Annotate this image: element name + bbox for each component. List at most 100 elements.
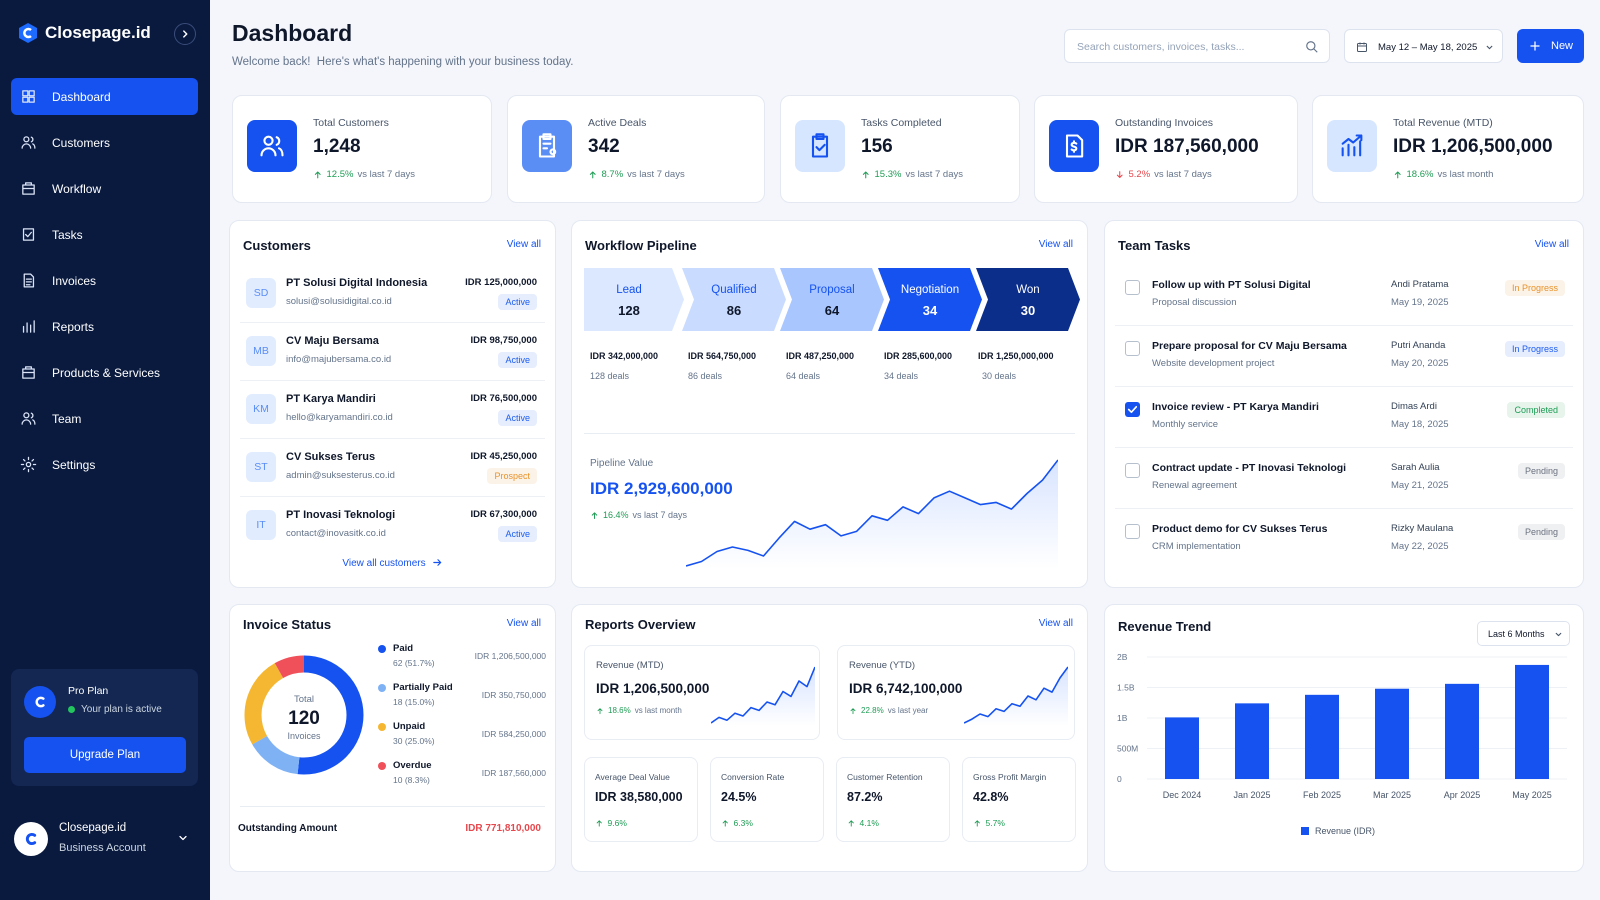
stage-name: Lead — [616, 284, 642, 296]
legend-name: Unpaid — [393, 721, 426, 732]
customer-amount: IDR 67,300,000 — [470, 509, 537, 520]
date-range-picker[interactable]: May 12 – May 18, 2025 — [1344, 29, 1503, 63]
customer-row[interactable]: ST CV Sukses Terus admin@suksesterus.co.id… — [240, 439, 545, 497]
date-range: May 12 – May 18, 2025 — [1378, 42, 1478, 53]
customer-name: CV Maju Bersama — [286, 335, 379, 347]
task-date: May 20, 2025 — [1391, 358, 1449, 369]
legend-dot — [378, 645, 386, 653]
stage-value: IDR 285,600,000 — [884, 351, 953, 361]
report-value: IDR 6,742,100,000 — [849, 681, 963, 696]
metric-value: 42.8% — [973, 790, 1009, 804]
view-all-link[interactable]: View all — [506, 239, 541, 250]
collapse-button[interactable] — [174, 23, 196, 45]
customer-amount: IDR 76,500,000 — [470, 393, 537, 404]
nav-item[interactable]: Workflow — [11, 170, 198, 207]
kpi-card: Outstanding Invoices IDR 187,560,000 5.2% v… — [1034, 95, 1298, 203]
plan-name: Pro Plan — [68, 685, 109, 697]
view-all-link[interactable]: View all — [506, 618, 541, 629]
x-tick-label: Apr 2025 — [1444, 790, 1481, 800]
task-row[interactable]: Product demo for CV Sukses Terus CRM impl… — [1115, 509, 1573, 570]
legend-name: Overdue — [393, 760, 432, 771]
stage-deals: 64 deals — [786, 371, 821, 381]
stage-name: Won — [1016, 284, 1040, 296]
customer-email: admin@suksesterus.co.id — [286, 470, 395, 481]
status-badge: Active — [498, 294, 537, 310]
search-box[interactable]: Search customers, invoices, tasks... — [1064, 29, 1330, 63]
brand-logo — [19, 23, 37, 43]
task-checkbox[interactable] — [1125, 524, 1140, 539]
pipeline-stage[interactable]: Proposal 64 — [780, 268, 884, 331]
nav-item[interactable]: Tasks — [11, 216, 198, 253]
task-checkbox[interactable] — [1125, 402, 1140, 417]
change-value: 15.3% — [874, 169, 902, 180]
view-all-customers[interactable]: View all customers — [230, 557, 555, 569]
kpi-card: Total Revenue (MTD) IDR 1,206,500,000 18.6… — [1312, 95, 1584, 203]
task-row[interactable]: Follow up with PT Solusi Digital Proposal… — [1115, 265, 1573, 326]
icon-shape — [22, 366, 35, 379]
icon — [1127, 405, 1138, 414]
metric-label: Average Deal Value — [595, 772, 670, 782]
bar — [1445, 683, 1479, 779]
icon-shape — [589, 171, 596, 179]
pipeline-stage[interactable]: Negotiation 34 — [878, 268, 982, 331]
x-tick-label: Jan 2025 — [1233, 790, 1270, 800]
icon-shape — [591, 511, 598, 519]
view-all-link[interactable]: View all — [1534, 239, 1569, 250]
legend-label: Revenue (IDR) — [1315, 826, 1375, 836]
pipeline-stage[interactable]: Won 30 — [976, 268, 1080, 331]
nav-item[interactable]: Dashboard — [11, 78, 198, 115]
account-switcher[interactable]: Closepage.id Business Account — [14, 818, 198, 862]
view-all-link[interactable]: View all — [1038, 618, 1073, 629]
report-card: Revenue (YTD) IDR 6,742,100,000 22.8% vs la… — [837, 645, 1075, 740]
metric-card: Gross Profit Margin 42.8% 5.7% — [962, 757, 1076, 842]
task-row[interactable]: Contract update - PT Inovasi Teknologi Re… — [1115, 448, 1573, 509]
nav-label: Tasks — [52, 228, 83, 242]
nav-item[interactable]: Team — [11, 400, 198, 437]
x-tick-label: Dec 2024 — [1163, 790, 1202, 800]
customer-row[interactable]: SD PT Solusi Digital Indonesia solusi@solu… — [240, 265, 545, 323]
divider — [584, 433, 1075, 434]
pipeline-stage[interactable]: Lead 128 — [584, 268, 684, 331]
task-date: May 18, 2025 — [1391, 419, 1449, 430]
nav-item[interactable]: Reports — [11, 308, 198, 345]
task-row[interactable]: Prepare proposal for CV Maju Bersama Webs… — [1115, 326, 1573, 387]
task-row[interactable]: Invoice review - PT Karya Mandiri Monthly… — [1115, 387, 1573, 448]
customer-amount: IDR 45,250,000 — [470, 451, 537, 462]
task-title: Prepare proposal for CV Maju Bersama — [1152, 340, 1347, 352]
account-logo — [14, 822, 48, 856]
nav-item[interactable]: Products & Services — [11, 354, 198, 391]
icon — [1394, 171, 1401, 179]
task-date: May 19, 2025 — [1391, 297, 1449, 308]
task-checkbox[interactable] — [1125, 341, 1140, 356]
change-indicator: 5.2% vs last 7 days — [1115, 169, 1212, 180]
new-button[interactable]: New — [1517, 29, 1584, 63]
pipeline-stage[interactable]: Qualified 86 — [682, 268, 786, 331]
kpi-card: Total Customers 1,248 12.5% vs last 7 days — [232, 95, 492, 203]
icon-shape — [811, 133, 829, 158]
period-dropdown[interactable]: Last 6 Months — [1477, 621, 1570, 646]
change-period: vs last 7 days — [1154, 169, 1212, 180]
task-checkbox[interactable] — [1125, 463, 1140, 478]
account-type: Business Account — [59, 842, 146, 854]
customer-row[interactable]: MB CV Maju Bersama info@majubersama.co.id I… — [240, 323, 545, 381]
kpi-label: Total Customers — [313, 117, 389, 129]
task-checkbox[interactable] — [1125, 280, 1140, 295]
customer-row[interactable]: IT PT Inovasi Teknologi contact@inovasitk.… — [240, 497, 545, 555]
nav-item[interactable]: Customers — [11, 124, 198, 161]
nav-item[interactable]: Settings — [11, 446, 198, 483]
upgrade-button[interactable]: Upgrade Plan — [24, 737, 186, 773]
stage-count: 64 — [824, 303, 840, 318]
icon — [1341, 134, 1363, 157]
y-tick-label: 0 — [1117, 774, 1122, 784]
nav-item[interactable]: Invoices — [11, 262, 198, 299]
status-badge: Pending — [1517, 524, 1565, 540]
metric-value: 24.5% — [721, 790, 757, 804]
status-badge: Active — [498, 352, 537, 368]
metric-card: Average Deal Value IDR 38,580,000 9.6% — [584, 757, 698, 842]
status-badge: In Progress — [1504, 341, 1565, 357]
view-all-link[interactable]: View all — [1038, 239, 1073, 250]
trend-area — [964, 667, 1068, 726]
report-value: IDR 1,206,500,000 — [596, 681, 710, 696]
x-tick-label: Mar 2025 — [1373, 790, 1411, 800]
customer-row[interactable]: KM PT Karya Mandiri hello@karyamandiri.co.… — [240, 381, 545, 439]
